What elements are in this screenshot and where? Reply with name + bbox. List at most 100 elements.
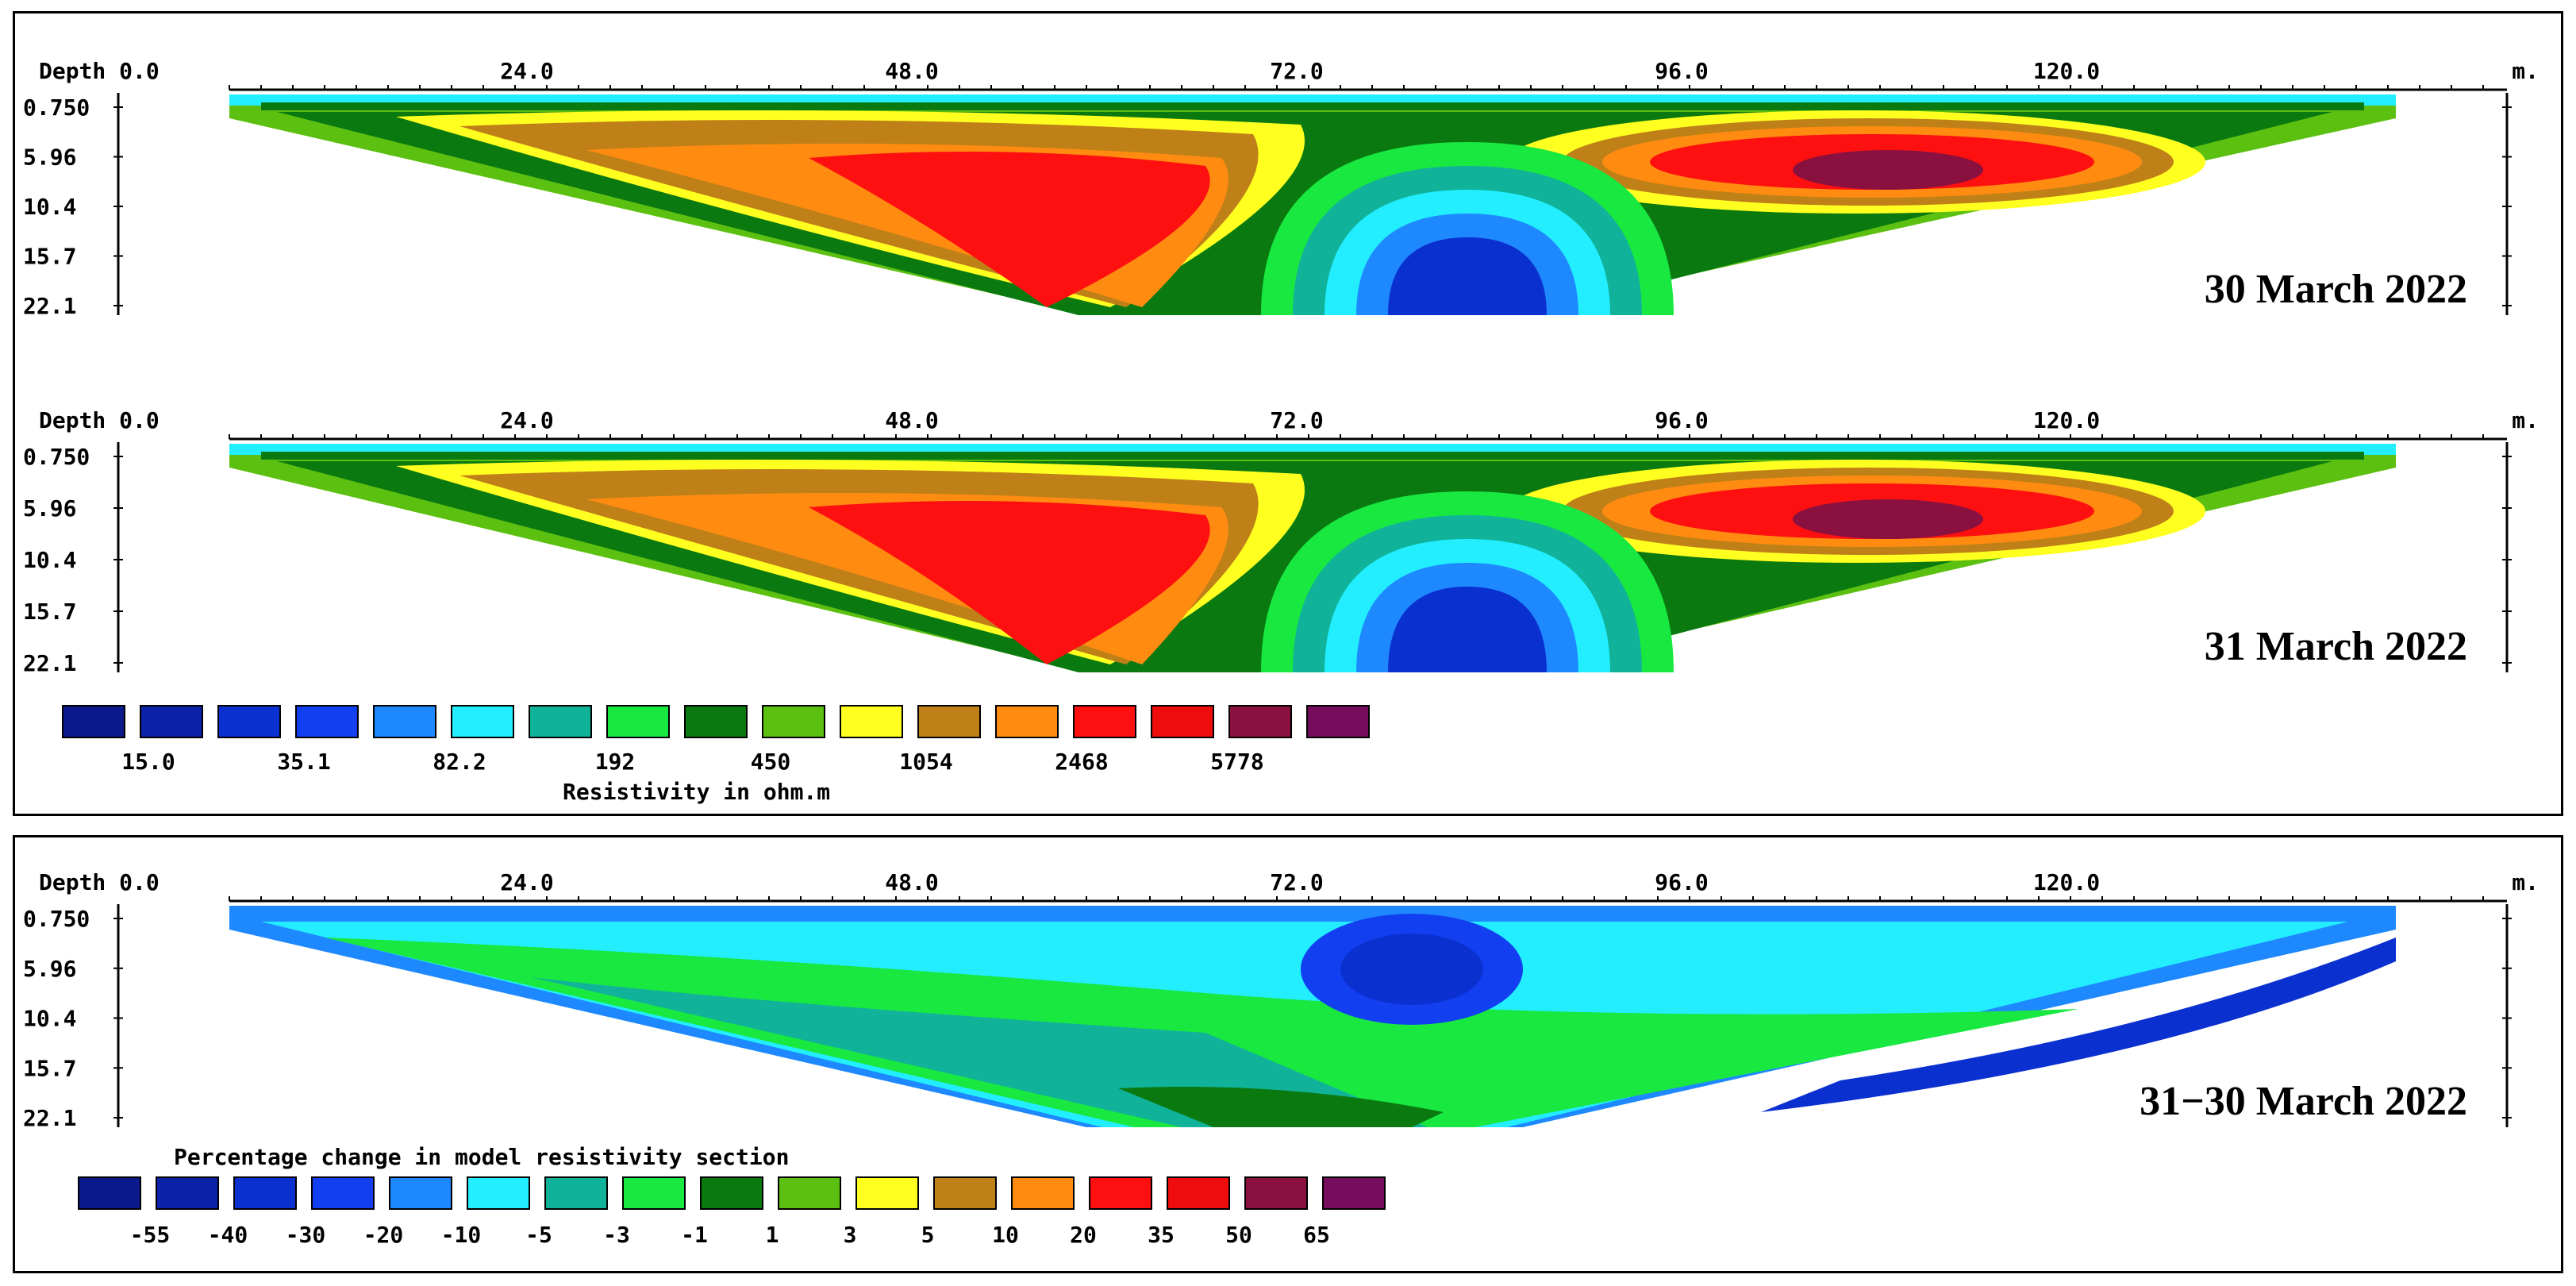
legend-swatch bbox=[467, 1176, 530, 1210]
x-unit-label: m. bbox=[2512, 58, 2539, 84]
legend-swatch bbox=[1089, 1176, 1152, 1210]
section-axes-1: Depth 0.0 24.0 48.0 72.0 96.0 120.0 m. 0.750 5.9… bbox=[23, 407, 2539, 676]
legend-swatch bbox=[544, 1176, 608, 1210]
legend-swatch bbox=[684, 705, 748, 738]
legend-label: 10 bbox=[992, 1222, 1019, 1248]
legend-label: 35 bbox=[1148, 1222, 1175, 1248]
change-panel: Depth 0.0 24.0 48.0 72.0 96.0 120.0 m. 0.750 5.9… bbox=[13, 835, 2563, 1273]
legend-swatch bbox=[529, 705, 592, 738]
x-tick-label: 96.0 bbox=[1655, 869, 1708, 895]
section-date-label: 30 March 2022 bbox=[2205, 267, 2467, 312]
central-dome-layer bbox=[1388, 237, 1547, 315]
legend-swatch bbox=[622, 1176, 686, 1210]
x-tick-label: 72.0 bbox=[1270, 869, 1323, 895]
x-tick-label: 96.0 bbox=[1655, 58, 1708, 84]
legend-swatch bbox=[1228, 705, 1292, 738]
x-axis-depth-label: Depth 0.0 bbox=[39, 407, 160, 433]
x-tick-label: 72.0 bbox=[1270, 407, 1323, 433]
x-tick-label: 24.0 bbox=[500, 869, 553, 895]
section-date-label: 31 March 2022 bbox=[2205, 624, 2467, 669]
x-axis-depth-label: Depth 0.0 bbox=[39, 869, 160, 895]
legend-label: 450 bbox=[751, 749, 791, 775]
legend-swatch bbox=[1306, 705, 1370, 738]
x-tick-label: 24.0 bbox=[500, 58, 553, 84]
section-axes-2: Depth 0.0 24.0 48.0 72.0 96.0 120.0 m. 0.750 5.9… bbox=[23, 869, 2539, 1131]
legend-swatch bbox=[140, 705, 203, 738]
legend-label: 192 bbox=[595, 749, 636, 775]
legend-label: 15.0 bbox=[121, 749, 175, 775]
y-tick-label: 5.96 bbox=[23, 956, 76, 982]
legend-swatch bbox=[451, 705, 514, 738]
legend-title: Resistivity in ohm.m bbox=[563, 779, 830, 805]
x-unit-label: m. bbox=[2512, 869, 2539, 895]
legend-swatch bbox=[1073, 705, 1136, 738]
legend-label: 65 bbox=[1303, 1222, 1330, 1248]
y-tick-label: 0.750 bbox=[23, 444, 90, 470]
change-section: 31−30 March 2022 bbox=[229, 906, 2467, 1127]
x-tick-label: 120.0 bbox=[2033, 869, 2100, 895]
change-darkgreen bbox=[1118, 1087, 1444, 1127]
legend-swatch bbox=[606, 705, 670, 738]
resistivity-panel-svg: Depth 0.0 24.0 48.0 72.0 96.0 120.0 m. 0.750 5.9… bbox=[23, 58, 2539, 805]
legend-swatch bbox=[78, 1176, 141, 1210]
resistivity-panel: Depth 0.0 24.0 48.0 72.0 96.0 120.0 m. 0.750 5.9… bbox=[13, 11, 2563, 816]
legend-swatch bbox=[855, 1176, 919, 1210]
legend-label: -3 bbox=[603, 1222, 630, 1248]
x-tick-label: 120.0 bbox=[2033, 407, 2100, 433]
legend-title: Percentage change in model resistivity s… bbox=[174, 1144, 789, 1170]
y-tick-label: 15.7 bbox=[23, 599, 76, 625]
resistivity-legend: 15.0 35.1 82.2 192 450 1054 2468 5778 Resistivit… bbox=[62, 705, 1370, 805]
legend-swatch bbox=[295, 705, 359, 738]
y-tick-label: 10.4 bbox=[23, 194, 76, 220]
legend-label: 35.1 bbox=[277, 749, 330, 775]
legend-swatch bbox=[1322, 1176, 1386, 1210]
legend-label: -5 bbox=[525, 1222, 552, 1248]
y-tick-label: 15.7 bbox=[23, 1055, 76, 1081]
legend-swatch bbox=[700, 1176, 763, 1210]
section-axes-0: Depth 0.0 24.0 48.0 72.0 96.0 120.0 m. 0.750 5.9… bbox=[23, 58, 2539, 319]
legend-swatch bbox=[1244, 1176, 1308, 1210]
legend-swatch bbox=[156, 1176, 219, 1210]
x-tick-label: 120.0 bbox=[2033, 58, 2100, 84]
legend-label: 5778 bbox=[1210, 749, 1263, 775]
x-tick-label: 48.0 bbox=[885, 407, 938, 433]
legend-label: -30 bbox=[286, 1222, 326, 1248]
legend-label: -55 bbox=[130, 1222, 171, 1248]
legend-label: 1054 bbox=[899, 749, 952, 775]
left-anomaly-layer bbox=[809, 152, 1210, 307]
left-anomaly-layer bbox=[809, 501, 1210, 664]
legend-swatch bbox=[217, 705, 281, 738]
y-tick-label: 5.96 bbox=[23, 495, 76, 522]
legend-swatch bbox=[778, 1176, 841, 1210]
y-tick-label: 5.96 bbox=[23, 144, 76, 171]
legend-swatch bbox=[933, 1176, 997, 1210]
y-tick-label: 10.4 bbox=[23, 547, 76, 573]
legend-label: 1 bbox=[766, 1222, 779, 1248]
legend-label: 50 bbox=[1225, 1222, 1252, 1248]
right-anomaly-layer bbox=[1793, 150, 1983, 190]
legend-swatch bbox=[389, 1176, 452, 1210]
legend-swatch bbox=[1011, 1176, 1075, 1210]
legend-label: 82.2 bbox=[433, 749, 486, 775]
y-tick-label: 0.750 bbox=[23, 94, 90, 121]
legend-label: -20 bbox=[363, 1222, 404, 1248]
legend-label: 3 bbox=[844, 1222, 857, 1248]
change-green bbox=[325, 938, 2078, 1127]
x-tick-label: 72.0 bbox=[1270, 58, 1323, 84]
legend-label: 2468 bbox=[1055, 749, 1108, 775]
y-tick-label: 22.1 bbox=[23, 650, 76, 676]
resistivity-section-0: 30 March 2022 bbox=[229, 94, 2467, 315]
legend-label: 5 bbox=[921, 1222, 935, 1248]
right-anomaly-layer bbox=[1793, 499, 1983, 539]
legend-swatch bbox=[373, 705, 436, 738]
central-dome-layer bbox=[1388, 587, 1547, 672]
y-tick-label: 15.7 bbox=[23, 244, 76, 270]
x-tick-label: 48.0 bbox=[885, 58, 938, 84]
legend-label: -40 bbox=[208, 1222, 248, 1248]
legend-swatch bbox=[62, 705, 125, 738]
surface-strip-2 bbox=[261, 452, 2364, 460]
y-tick-label: 22.1 bbox=[23, 293, 76, 319]
legend-swatch bbox=[917, 705, 981, 738]
legend-label: -1 bbox=[681, 1222, 708, 1248]
legend-swatch bbox=[233, 1176, 297, 1210]
